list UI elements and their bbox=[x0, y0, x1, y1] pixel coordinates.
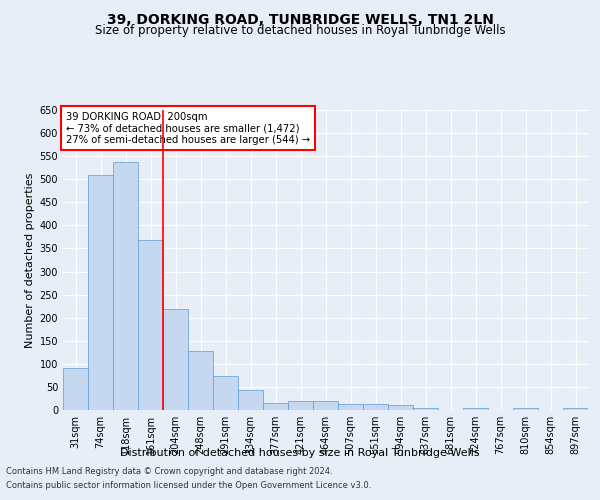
Bar bbox=[213, 376, 238, 410]
Bar bbox=[138, 240, 163, 410]
Bar bbox=[388, 406, 413, 410]
Bar bbox=[163, 309, 188, 410]
Text: 39 DORKING ROAD: 200sqm
← 73% of detached houses are smaller (1,472)
27% of semi: 39 DORKING ROAD: 200sqm ← 73% of detache… bbox=[65, 112, 310, 144]
Bar bbox=[563, 408, 588, 410]
Bar bbox=[313, 401, 338, 410]
Bar bbox=[263, 402, 288, 410]
Bar bbox=[63, 368, 88, 410]
Y-axis label: Number of detached properties: Number of detached properties bbox=[25, 172, 35, 348]
Bar bbox=[463, 408, 488, 410]
Bar bbox=[88, 175, 113, 410]
Bar bbox=[288, 401, 313, 410]
Bar bbox=[238, 390, 263, 410]
Bar bbox=[113, 162, 138, 410]
Text: Distribution of detached houses by size in Royal Tunbridge Wells: Distribution of detached houses by size … bbox=[120, 448, 480, 458]
Bar bbox=[413, 408, 438, 410]
Text: Contains public sector information licensed under the Open Government Licence v3: Contains public sector information licen… bbox=[6, 481, 371, 490]
Bar bbox=[188, 351, 213, 410]
Bar bbox=[363, 404, 388, 410]
Text: 39, DORKING ROAD, TUNBRIDGE WELLS, TN1 2LN: 39, DORKING ROAD, TUNBRIDGE WELLS, TN1 2… bbox=[107, 12, 493, 26]
Bar bbox=[513, 408, 538, 410]
Text: Size of property relative to detached houses in Royal Tunbridge Wells: Size of property relative to detached ho… bbox=[95, 24, 505, 37]
Bar bbox=[338, 404, 363, 410]
Text: Contains HM Land Registry data © Crown copyright and database right 2024.: Contains HM Land Registry data © Crown c… bbox=[6, 467, 332, 476]
